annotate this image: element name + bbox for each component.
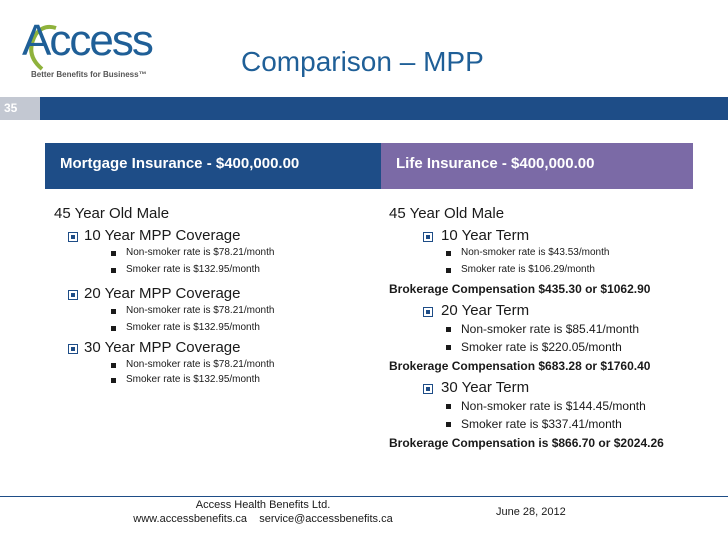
- mortgage-insurance-header: Mortgage Insurance - $400,000.00: [45, 143, 381, 189]
- bullet-icon: [111, 363, 116, 368]
- right-rate-item: Smoker rate is $220.05/month: [389, 340, 724, 354]
- right-group-label: 20 Year Term: [389, 302, 724, 319]
- left-rate-item: Smoker rate is $132.95/month: [54, 322, 384, 333]
- right-rate-item: Non-smoker rate is $43.53/month: [389, 247, 724, 258]
- life-insurance-header: Life Insurance - $400,000.00: [381, 143, 693, 189]
- bullet-icon: [446, 345, 451, 350]
- square-bullet-icon: [423, 384, 433, 394]
- right-compensation: Brokerage Compensation $435.30 or $1062.…: [389, 282, 651, 296]
- left-rate-item: Smoker rate is $132.95/month: [54, 264, 384, 275]
- bullet-icon: [446, 422, 451, 427]
- left-rate-item: Non-smoker rate is $78.21/month: [54, 359, 384, 370]
- right-rate-item: Non-smoker rate is $85.41/month: [389, 322, 724, 336]
- slide-number: 35: [0, 97, 40, 120]
- bullet-icon: [446, 251, 451, 256]
- square-bullet-icon: [423, 232, 433, 242]
- bullet-icon: [111, 378, 116, 383]
- footer-date: June 28, 2012: [496, 506, 566, 518]
- footer-contact-block: Access Health Benefits Ltd. www.accessbe…: [118, 498, 408, 526]
- square-bullet-icon: [68, 232, 78, 242]
- logo-wordmark: Access: [22, 16, 154, 65]
- bullet-icon: [111, 268, 116, 273]
- slide-title: Comparison – MPP: [241, 46, 484, 77]
- life-insurance-column: 45 Year Old Male 10 Year Term Non-smoker…: [389, 205, 724, 450]
- square-bullet-icon: [68, 344, 78, 354]
- left-group-label: 30 Year MPP Coverage: [54, 339, 384, 356]
- left-rate-item: Smoker rate is $132.95/month: [54, 374, 384, 385]
- right-group-label: 30 Year Term: [389, 379, 724, 396]
- logo-swoosh-icon: [29, 24, 57, 71]
- left-group-label: 10 Year MPP Coverage: [54, 227, 384, 244]
- square-bullet-icon: [68, 290, 78, 300]
- bullet-icon: [446, 268, 451, 273]
- right-compensation: Brokerage Compensation $683.28 or $1760.…: [389, 359, 651, 373]
- right-rate-item: Non-smoker rate is $144.45/month: [389, 399, 724, 413]
- left-rate-item: Non-smoker rate is $78.21/month: [54, 305, 384, 316]
- right-rate-item: Smoker rate is $337.41/month: [389, 417, 724, 431]
- right-compensation: Brokerage Compensation is $866.70 or $20…: [389, 436, 664, 450]
- right-group-label: 10 Year Term: [389, 227, 724, 244]
- square-bullet-icon: [423, 307, 433, 317]
- footer-contact: www.accessbenefits.ca service@accessbene…: [133, 513, 393, 525]
- logo-tagline: Better Benefits for Business™: [31, 70, 147, 79]
- bullet-icon: [446, 327, 451, 332]
- bullet-icon: [111, 326, 116, 331]
- footer-rule: [0, 496, 728, 497]
- bullet-icon: [111, 309, 116, 314]
- right-rate-item: Smoker rate is $106.29/month: [389, 264, 724, 275]
- header-rule: [0, 97, 728, 120]
- mortgage-insurance-column: 45 Year Old Male 10 Year MPP Coverage No…: [54, 205, 384, 385]
- left-subject: 45 Year Old Male: [54, 205, 170, 222]
- left-rate-item: Non-smoker rate is $78.21/month: [54, 247, 384, 258]
- bullet-icon: [111, 251, 116, 256]
- access-logo: Access Better Benefits for Business™: [22, 16, 172, 86]
- footer-company: Access Health Benefits Ltd.: [195, 499, 331, 511]
- left-group-label: 20 Year MPP Coverage: [54, 285, 384, 302]
- bullet-icon: [446, 404, 451, 409]
- right-subject: 45 Year Old Male: [389, 205, 505, 222]
